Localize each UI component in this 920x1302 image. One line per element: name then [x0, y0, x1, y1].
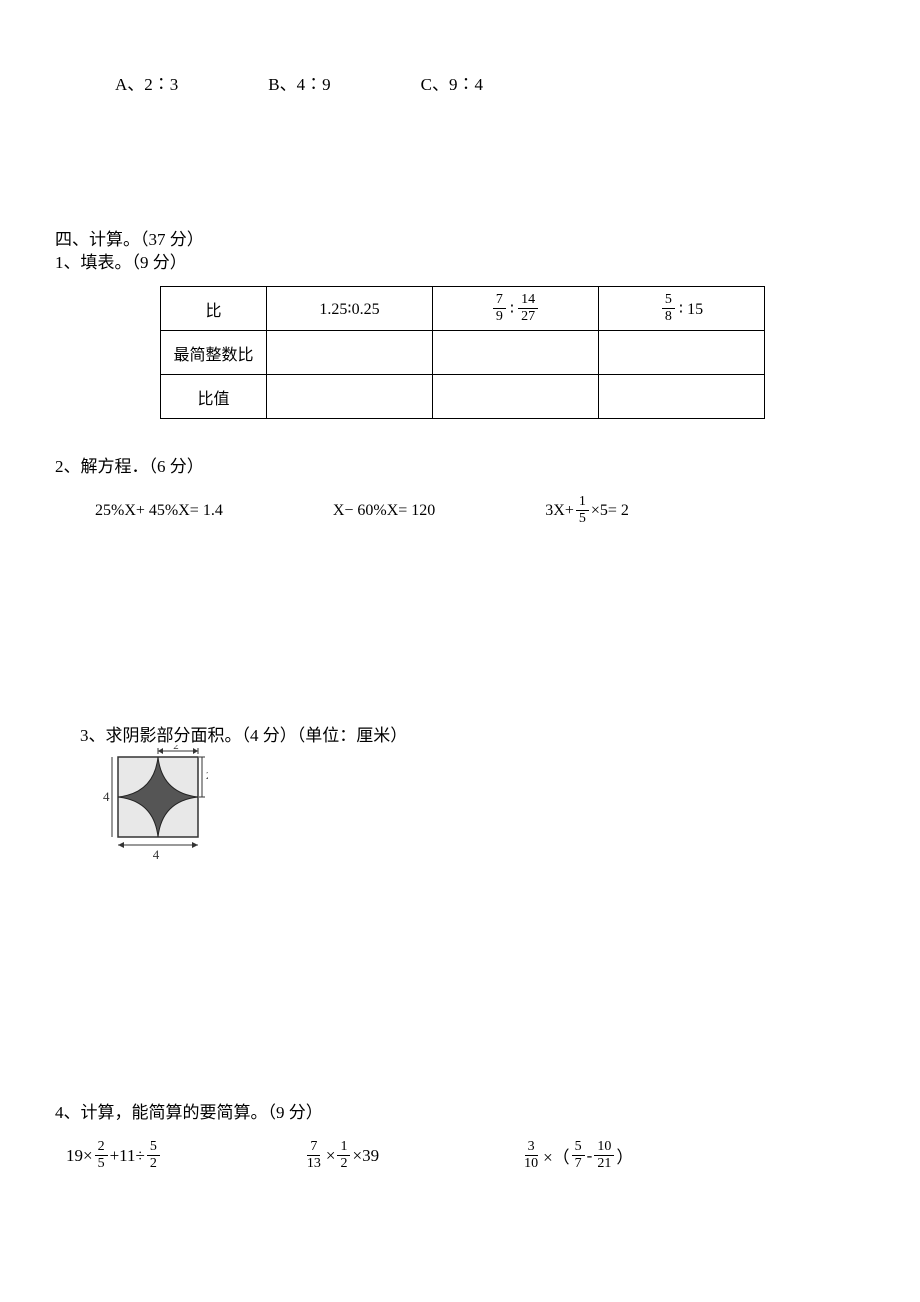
- fraction: 1 2: [337, 1140, 350, 1171]
- empty-cell: [599, 375, 765, 419]
- calc-mid: ×: [326, 1146, 336, 1166]
- equations-row: 25%X+ 45%X= 1.4 X− 60%X= 120 3X+ 1 5 ×5=…: [95, 495, 629, 526]
- calc-1: 19× 2 5 +11÷ 5 2: [66, 1140, 162, 1171]
- fraction: 3 10: [521, 1140, 541, 1171]
- svg-text:4: 4: [103, 789, 110, 804]
- frac-num: 5: [572, 1140, 585, 1156]
- ratio-sep: ∶: [510, 299, 514, 319]
- frac-den: 2: [337, 1156, 350, 1171]
- opt-prefix: C、: [421, 75, 449, 94]
- table-row: 比值: [161, 375, 765, 419]
- opt-value: 9∶4: [449, 75, 483, 94]
- eq-post: ×5= 2: [591, 502, 629, 520]
- shaded-area-figure: 2 2 4 4: [98, 745, 208, 865]
- calc-2: 7 13 × 1 2 ×39: [302, 1140, 379, 1171]
- calc-row: 19× 2 5 +11÷ 5 2 7 13 × 1 2 ×39 3 10 ×（ …: [66, 1140, 633, 1171]
- frac-num: 5: [662, 293, 675, 309]
- calc-3: 3 10 ×（ 5 7 - 10 21 ）: [519, 1140, 633, 1171]
- frac-den: 13: [304, 1156, 324, 1171]
- frac-num: 3: [525, 1140, 538, 1156]
- q4-title: 4、计算，能简算的要简算。（9 分）: [55, 1098, 323, 1123]
- frac-num: 10: [594, 1140, 614, 1156]
- calc-mid: ×（: [543, 1143, 570, 1168]
- q2-title: 2、解方程．（6 分）: [55, 452, 204, 477]
- frac-den: 5: [576, 511, 589, 526]
- frac-den: 7: [572, 1156, 585, 1171]
- ratio-table: 比 1.25∶0.25 7 9 ∶ 14 27 5 8: [160, 286, 765, 419]
- calc-post: ×39: [352, 1146, 379, 1166]
- fraction: 1 5: [576, 495, 589, 526]
- ratio-cell-2: 7 9 ∶ 14 27: [433, 287, 599, 331]
- empty-cell: [433, 331, 599, 375]
- mc-option-a: A、2∶3: [115, 70, 178, 95]
- row-label: 比值: [161, 375, 267, 419]
- frac-den: 9: [493, 309, 506, 324]
- frac-num: 7: [493, 293, 506, 309]
- frac-num: 5: [147, 1140, 160, 1156]
- mc-choices: A、2∶3 B、4∶9 C、9∶4: [115, 70, 483, 95]
- svg-text:4: 4: [153, 847, 160, 862]
- empty-cell: [267, 375, 433, 419]
- frac-den: 27: [518, 309, 538, 324]
- fraction: 7 9: [493, 293, 506, 324]
- row-label: 比: [161, 287, 267, 331]
- ratio-rest: ∶ 15: [679, 299, 703, 319]
- frac-den: 2: [147, 1156, 160, 1171]
- frac-num: 1: [337, 1140, 350, 1156]
- calc-mid: +11÷: [110, 1146, 145, 1166]
- frac-den: 10: [521, 1156, 541, 1171]
- fraction: 7 13: [304, 1140, 324, 1171]
- calc-post: ）: [616, 1143, 633, 1168]
- equation-3: 3X+ 1 5 ×5= 2: [545, 495, 629, 526]
- row-label: 最简整数比: [161, 331, 267, 375]
- svg-text:2: 2: [206, 770, 208, 782]
- table-row: 最简整数比: [161, 331, 765, 375]
- ratio-cell-3: 5 8 ∶ 15: [599, 287, 765, 331]
- section-4-title: 四、计算。（37 分）: [55, 225, 204, 250]
- ratio-cell-1: 1.25∶0.25: [267, 287, 433, 331]
- calc-pre: 19×: [66, 1146, 93, 1166]
- opt-value: 4∶9: [297, 75, 331, 94]
- opt-value: 2∶3: [144, 75, 178, 94]
- q3-title: 3、求阴影部分面积。（4 分）（单位：厘米）: [80, 721, 407, 746]
- mc-option-c: C、9∶4: [421, 70, 483, 95]
- frac-num: 7: [307, 1140, 320, 1156]
- equation-1: 25%X+ 45%X= 1.4: [95, 502, 223, 520]
- empty-cell: [433, 375, 599, 419]
- frac-num: 1: [576, 495, 589, 511]
- equation-2: X− 60%X= 120: [333, 502, 435, 520]
- figure-svg: 2 2 4 4: [98, 745, 208, 865]
- svg-text:2: 2: [173, 745, 179, 752]
- eq-pre: 3X+: [545, 502, 574, 520]
- frac-den: 21: [594, 1156, 614, 1171]
- opt-prefix: A、: [115, 75, 144, 94]
- frac-den: 8: [662, 309, 675, 324]
- mc-option-b: B、4∶9: [268, 70, 330, 95]
- fraction: 2 5: [95, 1140, 108, 1171]
- empty-cell: [267, 331, 433, 375]
- opt-prefix: B、: [268, 75, 296, 94]
- fraction: 5 7: [572, 1140, 585, 1171]
- calc-dash: -: [587, 1146, 593, 1166]
- fraction: 5 2: [147, 1140, 160, 1171]
- fraction: 10 21: [594, 1140, 614, 1171]
- frac-den: 5: [95, 1156, 108, 1171]
- frac-num: 14: [518, 293, 538, 309]
- frac-num: 2: [95, 1140, 108, 1156]
- fraction: 5 8: [662, 293, 675, 324]
- table-row: 比 1.25∶0.25 7 9 ∶ 14 27 5 8: [161, 287, 765, 331]
- fraction: 14 27: [518, 293, 538, 324]
- empty-cell: [599, 331, 765, 375]
- q1-title: 1、填表。（9 分）: [55, 248, 187, 273]
